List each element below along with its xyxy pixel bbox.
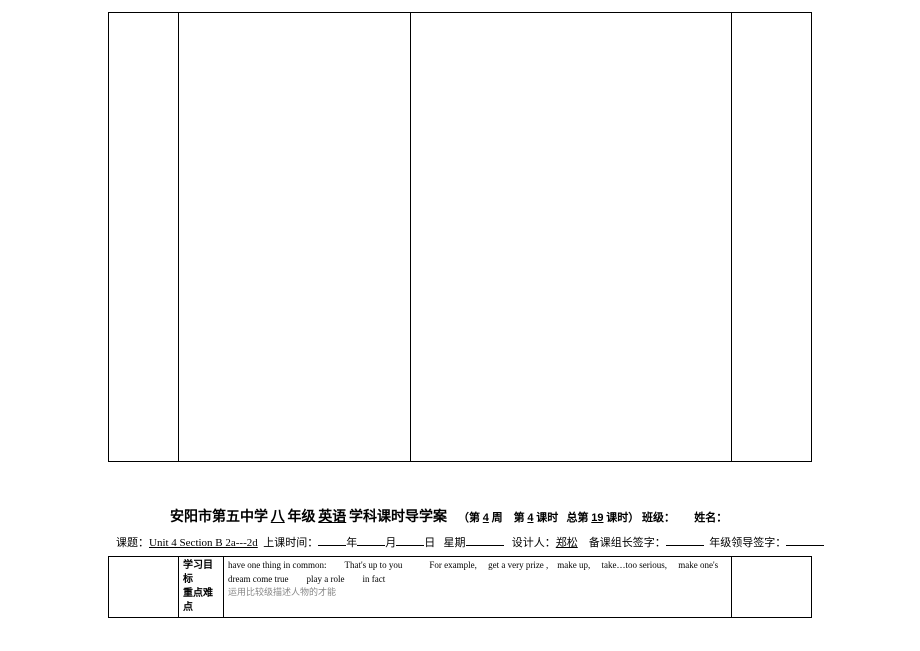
upper-cell-3 <box>410 13 732 462</box>
total-suffix: 课时） <box>606 512 639 524</box>
upper-cell-1 <box>109 13 179 462</box>
lower-cell-left <box>109 557 179 618</box>
year-label: 年 <box>346 537 357 549</box>
weekday-label: 星期 <box>444 537 466 549</box>
year-blank <box>318 535 346 546</box>
meta-line: 课题：Unit 4 Section B 2a---2d 上课时间：年月日 星期 … <box>116 534 824 550</box>
upper-cell-4 <box>732 13 812 462</box>
week-suffix: 周 <box>492 512 503 524</box>
total-number: 19 <box>591 512 603 524</box>
upper-empty-table <box>108 12 812 462</box>
name-label: 姓名： <box>694 512 727 524</box>
period-prefix: 第 <box>514 512 525 524</box>
designer-name: 郑松 <box>556 537 578 549</box>
class-label: 班级： <box>642 512 675 524</box>
subject-name: 英语 <box>318 508 346 524</box>
period-number: 4 <box>527 512 533 524</box>
weekday-blank <box>466 535 504 546</box>
week-prefix: （第 <box>458 512 480 524</box>
grade-number: 八 <box>271 508 285 524</box>
lower-cell-right <box>732 557 812 618</box>
grade-suffix: 年级 <box>288 508 316 524</box>
objectives-text-1: have one thing in common: That's up to y… <box>228 559 727 586</box>
objectives-content: have one thing in common: That's up to y… <box>224 557 732 618</box>
designer-label: 设计人： <box>512 537 556 549</box>
upper-cell-2 <box>178 13 410 462</box>
objectives-label-2: 重点难点 <box>183 588 213 613</box>
grade-leader-blank <box>786 535 824 546</box>
period-suffix: 课时 <box>536 512 558 524</box>
objectives-text-2: 运用比较级描述人物的才能 <box>228 586 727 600</box>
topic-text: Unit 4 Section B 2a---2d <box>149 537 258 549</box>
day-blank <box>396 535 424 546</box>
grade-leader-label: 年级领导签字： <box>709 537 786 549</box>
lower-table: 学习目标 重点难点 have one thing in common: That… <box>108 556 812 618</box>
objectives-label: 学习目标 重点难点 <box>179 557 224 618</box>
week-number: 4 <box>483 512 489 524</box>
school-name: 安阳市第五中学 <box>170 508 268 524</box>
total-prefix: 总第 <box>567 512 589 524</box>
objectives-label-1: 学习目标 <box>183 560 213 585</box>
group-leader-label: 备课组长签字： <box>589 537 666 549</box>
day-label: 日 <box>424 537 435 549</box>
month-label: 月 <box>385 537 396 549</box>
doc-type: 学科课时导学案 <box>349 508 447 524</box>
month-blank <box>357 535 385 546</box>
time-label: 上课时间： <box>263 537 318 549</box>
topic-label: 课题： <box>116 537 149 549</box>
document-title-line: 安阳市第五中学 八 年级 英语 学科课时导学案 （第 4 周 第 4 课时 总第… <box>0 506 920 526</box>
group-leader-blank <box>666 535 704 546</box>
